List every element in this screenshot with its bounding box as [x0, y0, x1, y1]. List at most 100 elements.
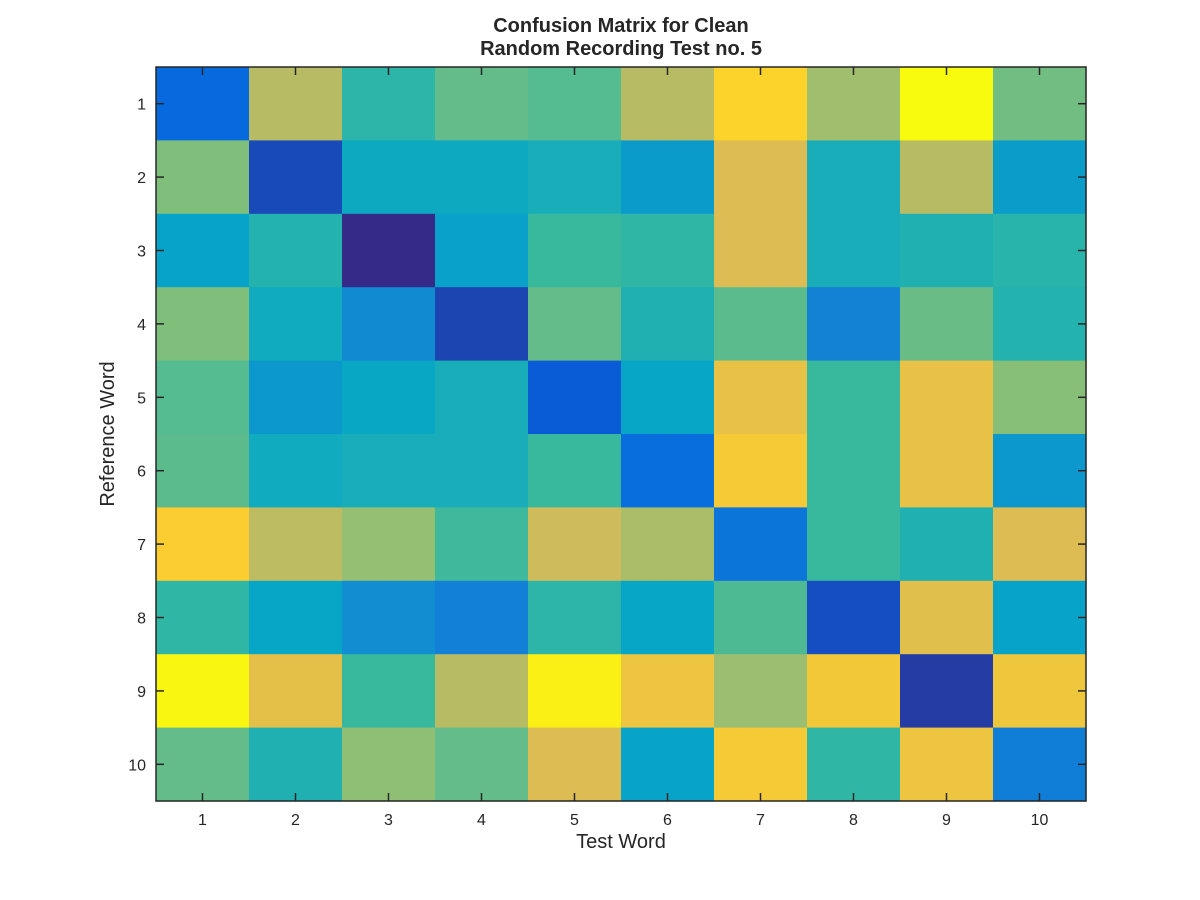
x-tick-label-10: 10 — [1031, 812, 1049, 829]
heatmap-cell-r1-c5 — [528, 67, 622, 141]
heatmap-cell-r6-c3 — [342, 434, 436, 508]
heatmap-cell-r4-c5 — [528, 287, 622, 362]
heatmap-cell-r6-c9 — [900, 434, 994, 508]
heatmap-cell-r2-c3 — [342, 140, 436, 215]
heatmap-cell-r2-c10 — [993, 140, 1087, 215]
y-tick-label-4: 4 — [137, 317, 146, 334]
heatmap-cell-r9-c1 — [156, 654, 250, 729]
heatmap-cell-r1-c4 — [435, 67, 529, 141]
heatmap-cell-r9-c2 — [249, 654, 343, 729]
heatmap-cell-r4-c6 — [621, 287, 715, 362]
heatmap-cell-r1-c9 — [900, 67, 994, 141]
x-tick-label-5: 5 — [570, 812, 579, 829]
heatmap-cell-r4-c10 — [993, 287, 1087, 362]
heatmap-cell-r5-c10 — [993, 360, 1087, 435]
x-tick-label-9: 9 — [942, 812, 951, 829]
heatmap-cell-r9-c5 — [528, 654, 622, 729]
heatmap-cell-r5-c9 — [900, 360, 994, 435]
heatmap-cell-r6-c1 — [156, 434, 250, 508]
y-tick-label-8: 8 — [137, 611, 146, 628]
heatmap-cell-r8-c7 — [714, 580, 808, 655]
heatmap-cell-r8-c3 — [342, 580, 436, 655]
heatmap-cell-r1-c8 — [807, 67, 901, 141]
heatmap-cell-r9-c7 — [714, 654, 808, 729]
heatmap-cell-r10-c4 — [435, 727, 529, 802]
chart-title-line-1: Confusion Matrix for Clean — [493, 15, 749, 37]
axis-ticks — [156, 67, 1086, 801]
heatmap-cell-r10-c9 — [900, 727, 994, 802]
heatmap-cell-r8-c10 — [993, 580, 1087, 655]
heatmap-cell-r5-c2 — [249, 360, 343, 435]
heatmap-cell-r5-c3 — [342, 360, 436, 435]
heatmap-cell-r6-c6 — [621, 434, 715, 508]
heatmap-cell-r9-c3 — [342, 654, 436, 729]
heatmap-cell-r6-c8 — [807, 434, 901, 508]
heatmap-cell-r8-c9 — [900, 580, 994, 655]
heatmap-cells — [156, 67, 1087, 802]
heatmap-cell-r7-c1 — [156, 507, 250, 582]
y-tick-label-10: 10 — [128, 757, 146, 774]
y-tick-label-1: 1 — [137, 97, 146, 114]
heatmap-cell-r7-c2 — [249, 507, 343, 582]
heatmap-cell-r1-c7 — [714, 67, 808, 141]
heatmap-cell-r1-c2 — [249, 67, 343, 141]
heatmap-cell-r5-c5 — [528, 360, 622, 435]
heatmap-cell-r3-c8 — [807, 213, 901, 288]
heatmap-cell-r3-c10 — [993, 213, 1087, 288]
heatmap-cell-r4-c8 — [807, 287, 901, 362]
heatmap-cell-r2-c7 — [714, 140, 808, 215]
heatmap-cell-r6-c4 — [435, 434, 529, 508]
heatmap-cell-r4-c2 — [249, 287, 343, 362]
heatmap-cell-r7-c9 — [900, 507, 994, 582]
heatmap-cell-r1-c6 — [621, 67, 715, 141]
heatmap-cell-r8-c5 — [528, 580, 622, 655]
y-tick-label-5: 5 — [137, 390, 146, 407]
heatmap-cell-r8-c8 — [807, 580, 901, 655]
y-tick-label-2: 2 — [137, 170, 146, 187]
heatmap-cell-r9-c10 — [993, 654, 1087, 729]
heatmap-cell-r6-c7 — [714, 434, 808, 508]
heatmap-cell-r7-c3 — [342, 507, 436, 582]
heatmap-cell-r8-c2 — [249, 580, 343, 655]
x-tick-label-7: 7 — [756, 812, 765, 829]
heatmap-cell-r2-c5 — [528, 140, 622, 215]
x-tick-label-8: 8 — [849, 812, 858, 829]
heatmap-cell-r7-c7 — [714, 507, 808, 582]
y-tick-label-9: 9 — [137, 684, 146, 701]
heatmap-cell-r10-c8 — [807, 727, 901, 802]
heatmap-cell-r3-c2 — [249, 213, 343, 288]
heatmap-cell-r9-c4 — [435, 654, 529, 729]
heatmap-cell-r8-c6 — [621, 580, 715, 655]
heatmap-cell-r10-c10 — [993, 727, 1087, 802]
heatmap-cell-r7-c8 — [807, 507, 901, 582]
heatmap-cell-r9-c6 — [621, 654, 715, 729]
chart-title-line-2: Random Recording Test no. 5 — [480, 38, 762, 60]
heatmap-cell-r9-c9 — [900, 654, 994, 729]
heatmap-cell-r1-c10 — [993, 67, 1087, 141]
heatmap-cell-r7-c5 — [528, 507, 622, 582]
heatmap-cell-r4-c1 — [156, 287, 250, 362]
heatmap-cell-r2-c2 — [249, 140, 343, 215]
plot-frame — [155, 66, 1087, 802]
heatmap-cell-r10-c1 — [156, 727, 250, 802]
heatmap-cell-r6-c10 — [993, 434, 1087, 508]
y-tick-label-6: 6 — [137, 464, 146, 481]
heatmap-cell-r4-c9 — [900, 287, 994, 362]
x-tick-label-4: 4 — [477, 812, 486, 829]
heatmap-cell-r3-c5 — [528, 213, 622, 288]
heatmap-cell-r8-c4 — [435, 580, 529, 655]
heatmap-cell-r4-c4 — [435, 287, 529, 362]
heatmap-cell-r3-c4 — [435, 213, 529, 288]
heatmap-cell-r10-c3 — [342, 727, 436, 802]
heatmap-cell-r2-c1 — [156, 140, 250, 215]
heatmap-cell-r3-c7 — [714, 213, 808, 288]
y-tick-label-3: 3 — [137, 244, 146, 261]
heatmap-cell-r1-c1 — [156, 67, 250, 141]
heatmap-cell-r8-c1 — [156, 580, 250, 655]
x-tick-label-6: 6 — [663, 812, 672, 829]
heatmap-cell-r5-c1 — [156, 360, 250, 435]
heatmap-cell-r7-c10 — [993, 507, 1087, 582]
heatmap-cell-r4-c7 — [714, 287, 808, 362]
heatmap-cell-r10-c5 — [528, 727, 622, 802]
